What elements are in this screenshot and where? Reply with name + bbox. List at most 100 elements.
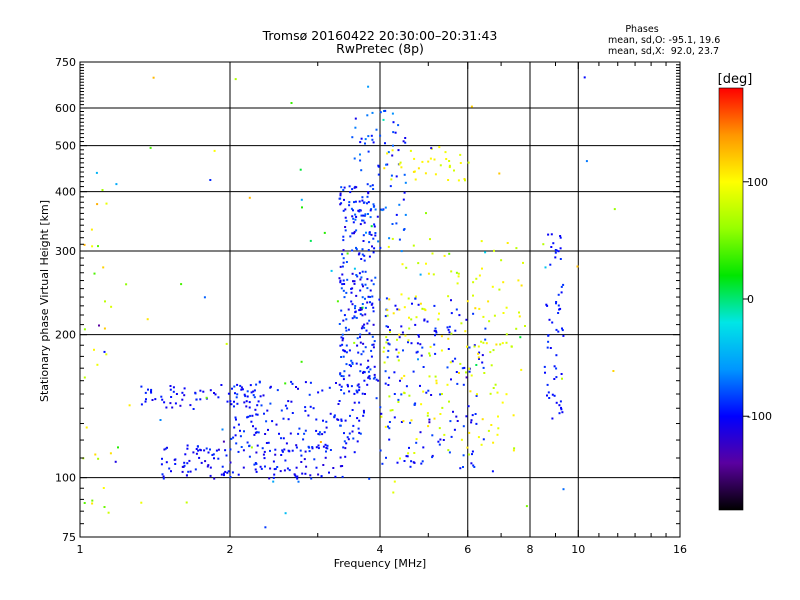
echo-point <box>359 159 362 162</box>
echo-point <box>395 175 398 178</box>
echo-point <box>367 370 370 373</box>
echo-point <box>144 391 147 394</box>
echo-point <box>357 209 360 212</box>
echo-point <box>281 449 284 452</box>
echo-point <box>325 420 328 423</box>
echo-point <box>467 161 470 164</box>
echo-point <box>366 367 369 370</box>
echo-point <box>515 327 518 330</box>
echo-point <box>283 448 286 451</box>
echo-point <box>422 366 425 368</box>
echo-point <box>558 412 561 415</box>
echo-point <box>91 502 94 505</box>
echo-point <box>258 381 261 384</box>
echo-point <box>453 428 456 431</box>
echo-point <box>162 475 165 478</box>
echo-point <box>355 229 358 232</box>
echo-point <box>388 376 391 379</box>
echo-point <box>185 501 188 504</box>
echo-point <box>288 469 291 472</box>
echo-point <box>291 382 294 385</box>
echo-point <box>367 249 370 251</box>
echo-point <box>350 385 353 388</box>
echo-point <box>181 470 184 473</box>
echo-point <box>359 223 362 226</box>
echo-point <box>367 213 369 215</box>
echo-point <box>374 232 377 234</box>
echo-point <box>340 336 343 339</box>
echo-point <box>353 201 355 204</box>
echo-point <box>345 329 348 332</box>
echo-point <box>505 333 508 336</box>
echo-point <box>352 424 355 427</box>
echo-point <box>340 375 343 377</box>
echo-point <box>403 460 406 462</box>
echo-point <box>172 386 175 389</box>
echo-point <box>348 432 351 435</box>
echo-point <box>320 475 323 478</box>
echo-point <box>368 332 371 335</box>
echo-point <box>163 401 166 404</box>
echo-point <box>351 249 354 252</box>
echo-point <box>494 383 497 386</box>
echo-point <box>512 414 515 417</box>
echo-point <box>505 393 508 396</box>
echo-point <box>371 138 374 141</box>
colorbar <box>718 87 744 511</box>
echo-point <box>269 385 272 388</box>
echo-point <box>353 341 356 344</box>
echo-point <box>343 283 346 285</box>
echo-point <box>369 185 372 188</box>
echo-point <box>364 283 367 286</box>
echo-point <box>353 267 356 270</box>
echo-point <box>351 362 354 365</box>
echo-point <box>377 164 380 167</box>
echo-point <box>351 215 354 218</box>
echo-point <box>398 308 401 311</box>
echo-point <box>423 318 426 321</box>
echo-point <box>464 330 467 333</box>
echo-point <box>323 431 326 434</box>
y-axis-label: Stationary phase Virtual Height [km] <box>38 200 51 402</box>
echo-point <box>546 394 548 397</box>
echo-point <box>385 163 388 166</box>
echo-point <box>351 317 354 320</box>
echo-point <box>367 135 370 138</box>
echo-point <box>366 183 369 186</box>
echo-point <box>404 334 407 337</box>
echo-point <box>443 433 446 436</box>
echo-point <box>274 448 277 451</box>
echo-point <box>470 421 473 424</box>
echo-point <box>501 401 504 404</box>
echo-point <box>502 312 505 314</box>
echo-point <box>249 414 252 417</box>
echo-point <box>162 477 165 480</box>
echo-point <box>233 426 236 429</box>
echo-point <box>417 167 420 170</box>
echo-point <box>414 297 417 300</box>
echo-point <box>438 146 441 149</box>
echo-point <box>481 267 483 270</box>
echo-point <box>199 389 202 392</box>
echo-point <box>367 85 370 88</box>
echo-point <box>97 245 99 248</box>
echo-point <box>448 252 451 255</box>
echo-point <box>361 283 364 286</box>
echo-point <box>419 302 422 305</box>
echo-point <box>246 441 249 444</box>
echo-point <box>254 408 257 411</box>
echo-point <box>489 351 492 354</box>
echo-point <box>204 460 207 463</box>
echo-point <box>309 381 312 384</box>
echo-point <box>370 208 373 211</box>
echo-point <box>520 284 523 287</box>
echo-point <box>230 437 233 440</box>
colorbar-tick-label: 100 <box>747 176 768 189</box>
echo-point <box>375 397 378 400</box>
echo-point <box>415 316 418 319</box>
echo-point <box>240 386 243 389</box>
echo-point <box>555 302 557 305</box>
echo-point <box>114 460 117 463</box>
echo-point <box>562 488 565 491</box>
echo-point <box>338 277 341 280</box>
